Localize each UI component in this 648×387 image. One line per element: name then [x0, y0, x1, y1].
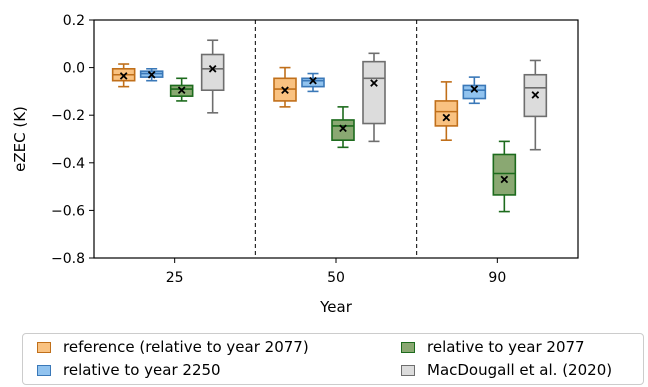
mean-marker [531, 91, 540, 99]
legend-label-macdougall: MacDougall et al. (2020) [427, 361, 613, 379]
box [200, 53, 225, 92]
legend-label-2077: relative to year 2077 [427, 338, 585, 356]
legend-swatch-2250 [37, 364, 51, 376]
mean-marker [177, 86, 186, 95]
box [462, 84, 487, 100]
legend-swatch-2077 [401, 341, 415, 353]
mean-marker [470, 85, 479, 93]
x-tick-label: 50 [327, 270, 345, 286]
box [301, 77, 325, 88]
mean-marker [370, 79, 378, 87]
legend-swatch-reference [37, 341, 51, 353]
mean-marker [281, 86, 289, 95]
mean-marker [309, 76, 317, 85]
mean-marker [500, 175, 509, 184]
y-tick-label: 0.0 [63, 61, 85, 77]
y-tick-label: −0.4 [51, 156, 85, 172]
legend-item-macdougall: MacDougall et al. (2020) [401, 361, 612, 379]
y-axis-label: eZEC (K) [11, 106, 29, 172]
x-axis-label: Year [319, 298, 353, 316]
y-tick-label: 0.2 [63, 13, 85, 29]
legend-swatch-macdougall [401, 364, 415, 376]
x-tick-label: 25 [166, 270, 184, 286]
y-tick-label: −0.8 [51, 251, 85, 267]
y-tick-label: −0.6 [51, 203, 85, 219]
box [331, 119, 355, 141]
legend-item-2250: relative to year 2250 [37, 361, 221, 379]
mean-marker [119, 72, 128, 80]
box [362, 60, 386, 125]
legend-label-2250: relative to year 2250 [63, 361, 221, 379]
mean-marker [208, 64, 217, 73]
x-tick-label: 90 [488, 270, 506, 286]
legend-label-reference: reference (relative to year 2077) [63, 338, 309, 356]
box [434, 100, 459, 127]
legend-item-reference: reference (relative to year 2077) [37, 338, 309, 356]
mean-marker [442, 113, 451, 122]
box [492, 153, 517, 196]
mean-marker [147, 70, 156, 79]
y-tick-label: −0.2 [51, 108, 85, 124]
box-plot-chart: 0.2 0.0 −0.2 −0.4 −0.6 −0.8 25 50 90 Year eZEC (K) [11, 13, 579, 316]
legend: reference (relative to year 2077) relati… [22, 333, 644, 385]
legend-item-2077: relative to year 2077 [401, 338, 585, 356]
mean-marker [339, 124, 347, 133]
